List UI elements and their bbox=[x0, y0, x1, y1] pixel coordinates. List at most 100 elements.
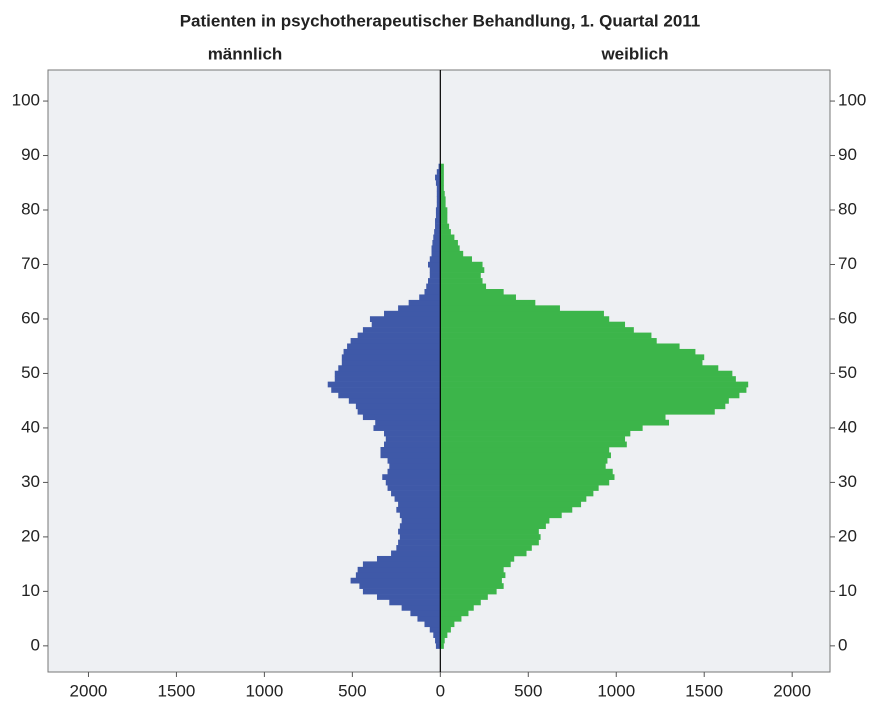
bar bbox=[440, 174, 444, 181]
y-tick-label: 40 bbox=[838, 417, 857, 436]
bar bbox=[440, 643, 444, 649]
y-tick-label: 20 bbox=[838, 526, 857, 545]
bar bbox=[331, 387, 441, 393]
bar bbox=[357, 332, 441, 339]
bar bbox=[387, 457, 441, 464]
bar bbox=[398, 539, 441, 546]
y-tick-label: 70 bbox=[21, 254, 40, 273]
y-tick-label: 30 bbox=[838, 472, 857, 491]
bar bbox=[440, 327, 634, 333]
bar bbox=[343, 348, 441, 355]
bar bbox=[338, 392, 441, 399]
bar bbox=[398, 528, 441, 535]
bar bbox=[334, 370, 441, 377]
y-tick-label: 80 bbox=[21, 199, 40, 218]
bar bbox=[440, 256, 472, 263]
legend-label: männlich bbox=[208, 44, 283, 63]
x-tick-label: 500 bbox=[514, 681, 542, 700]
bar bbox=[440, 496, 587, 502]
bar bbox=[440, 229, 451, 235]
bar bbox=[438, 163, 441, 170]
bar bbox=[440, 425, 643, 431]
y-tick-label: 100 bbox=[838, 91, 866, 110]
bar bbox=[440, 430, 631, 437]
bar bbox=[382, 474, 441, 480]
bar bbox=[435, 637, 441, 644]
bar bbox=[440, 577, 502, 584]
bar bbox=[380, 446, 441, 453]
bar bbox=[399, 512, 441, 519]
bar bbox=[359, 583, 441, 589]
bar bbox=[376, 555, 441, 562]
bar bbox=[440, 566, 504, 573]
x-tick-label: 1500 bbox=[158, 681, 196, 700]
bar bbox=[387, 485, 441, 491]
bar bbox=[440, 621, 455, 628]
bar bbox=[424, 289, 441, 295]
bar bbox=[440, 479, 610, 486]
bar bbox=[424, 621, 441, 628]
bar bbox=[440, 512, 562, 519]
bar bbox=[436, 190, 441, 197]
bar bbox=[391, 550, 441, 557]
bar bbox=[440, 528, 539, 535]
bar bbox=[348, 397, 441, 404]
y-tick-label: 90 bbox=[21, 145, 40, 164]
bar bbox=[440, 185, 444, 192]
bar bbox=[440, 305, 560, 312]
bar bbox=[396, 545, 441, 551]
bar bbox=[440, 278, 483, 284]
bar bbox=[401, 517, 441, 524]
bar bbox=[440, 169, 444, 175]
y-tick-label: 90 bbox=[838, 145, 857, 164]
bar bbox=[436, 169, 441, 175]
bar bbox=[440, 463, 606, 470]
bar bbox=[440, 604, 474, 611]
bar bbox=[436, 196, 441, 203]
bar bbox=[384, 441, 441, 448]
y-tick-label: 10 bbox=[21, 581, 40, 600]
bar bbox=[357, 566, 441, 573]
bar bbox=[440, 261, 483, 268]
bar bbox=[394, 496, 441, 502]
legend-label: weiblich bbox=[600, 44, 668, 63]
bar bbox=[440, 332, 652, 339]
chart-title: Patienten in psychotherapeutischer Behan… bbox=[180, 11, 701, 30]
bar bbox=[357, 408, 441, 415]
bar bbox=[398, 305, 441, 312]
bar bbox=[440, 468, 613, 475]
bar bbox=[429, 256, 441, 263]
y-tick-label: 70 bbox=[838, 254, 857, 273]
x-tick-label: 1500 bbox=[685, 681, 723, 700]
y-tick-label: 100 bbox=[12, 91, 40, 110]
bar bbox=[355, 403, 441, 410]
bar bbox=[440, 626, 451, 633]
bar bbox=[440, 523, 546, 530]
bar bbox=[440, 561, 511, 568]
bar bbox=[426, 283, 441, 290]
bar bbox=[440, 376, 736, 382]
x-tick-label: 2000 bbox=[773, 681, 811, 700]
bar bbox=[440, 321, 626, 328]
bar bbox=[440, 637, 445, 644]
bar bbox=[338, 365, 441, 372]
bar bbox=[440, 245, 460, 252]
bar bbox=[440, 190, 445, 197]
bar bbox=[434, 229, 441, 235]
bar bbox=[440, 212, 448, 219]
bar bbox=[327, 381, 441, 388]
y-tick-label: 60 bbox=[838, 308, 857, 327]
bar bbox=[436, 185, 441, 192]
bar bbox=[440, 550, 527, 557]
bar bbox=[401, 604, 441, 611]
bar bbox=[380, 452, 441, 459]
bar bbox=[440, 588, 497, 595]
y-tick-label: 50 bbox=[838, 363, 857, 382]
bar bbox=[428, 261, 441, 268]
bar bbox=[431, 250, 441, 257]
bar bbox=[435, 218, 441, 224]
bar bbox=[391, 490, 441, 497]
bar bbox=[429, 272, 441, 279]
bar bbox=[389, 463, 441, 470]
